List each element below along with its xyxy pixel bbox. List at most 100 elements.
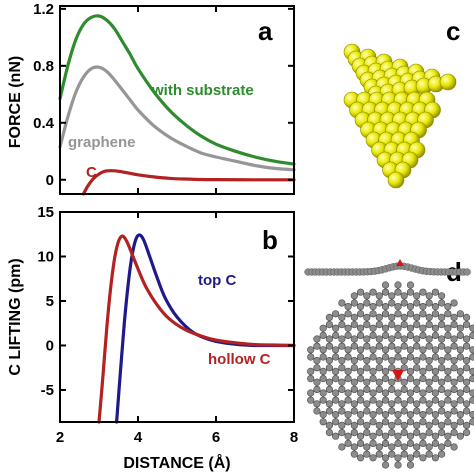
lattice-atom: [363, 292, 371, 300]
lattice-atom: [456, 418, 464, 426]
lattice-atom: [375, 400, 383, 408]
lattice-atom: [406, 331, 415, 340]
lattice-atom: [338, 299, 346, 307]
lattice-atom: [375, 443, 383, 451]
lattice-atom: [438, 364, 446, 372]
lattice-atom: [356, 432, 365, 440]
lattice-atom: [350, 421, 358, 430]
lattice-atom: [394, 346, 402, 354]
lattice-atom: [394, 281, 402, 289]
lattice-atom: [332, 418, 340, 426]
lattice-atom: [350, 292, 358, 300]
lattice-atom: [356, 418, 365, 426]
lattice-atom: [444, 310, 452, 318]
lattice-atom: [469, 389, 474, 397]
lattice-atom: [419, 418, 427, 426]
lattice-atom: [425, 450, 433, 458]
lattice-atom: [338, 357, 346, 365]
lattice-atom: [450, 342, 458, 350]
lattice-atom: [363, 443, 371, 451]
lattice-atom: [325, 335, 334, 343]
lattice-atom: [444, 439, 452, 448]
lattice-atom: [394, 310, 402, 318]
lattice-atom: [419, 411, 427, 419]
lattice-atom: [438, 450, 446, 458]
lattice-atom: [431, 303, 440, 311]
lattice-atom: [369, 367, 377, 376]
lattice-atom: [419, 389, 427, 397]
lattice-atom: [444, 418, 452, 426]
lattice-atom: [375, 429, 383, 437]
lattice-atom: [375, 335, 383, 343]
lattice-atom: [363, 357, 371, 365]
lattice-atom: [425, 342, 433, 350]
lattice-atom: [413, 378, 421, 386]
lattice-atom: [369, 411, 377, 419]
lattice-atom: [363, 385, 371, 394]
lattice-atom: [325, 342, 334, 350]
lattice-atom: [363, 378, 371, 386]
lattice-atom: [344, 346, 352, 354]
lattice-atom: [356, 346, 365, 354]
lattice-atom: [425, 429, 433, 437]
lattice-atom: [462, 429, 471, 437]
lattice-atom: [419, 288, 427, 296]
lattice-atom: [332, 389, 340, 397]
lattice-atom: [375, 313, 383, 322]
lattice-atom: [450, 385, 458, 394]
lattice-atom: [406, 367, 415, 376]
lattice-atom: [350, 407, 358, 415]
lattice-atom: [344, 432, 352, 440]
lattice-atom: [356, 288, 365, 296]
lattice-atom: [319, 411, 327, 419]
lattice-atom: [369, 346, 377, 354]
lattice-atom: [356, 396, 365, 404]
lattice-atom: [356, 324, 365, 332]
panel-a: 0 0.4 0.8 1.2 FORCE (nN) a with substrate g…: [7, 1, 296, 196]
label-top-c: top C: [198, 272, 236, 289]
lattice-atom: [375, 378, 383, 386]
lattice-atom: [419, 324, 427, 332]
lattice-atom: [438, 421, 446, 430]
lattice-atom: [469, 324, 474, 332]
lattice-atom: [425, 421, 433, 430]
lattice-atom: [319, 396, 327, 404]
panel-b-y-tick-label: 15: [37, 204, 54, 221]
lattice-atom: [431, 346, 440, 354]
lattice-atom: [344, 303, 352, 311]
lattice-atom: [344, 396, 352, 404]
panel-b-x-tick-label: 2: [56, 429, 64, 446]
lattice-atom: [381, 331, 390, 340]
lattice-atom: [350, 335, 358, 343]
panel-a-series-line-0: [58, 14, 296, 166]
graphene-top-view: [307, 281, 474, 469]
lattice-atom: [388, 400, 396, 408]
lattice-atom: [338, 342, 346, 350]
lattice-atom: [469, 353, 474, 361]
lattice-atom: [350, 299, 358, 307]
lattice-atom: [419, 396, 427, 404]
lattice-atom: [369, 396, 377, 404]
lattice-atom: [338, 400, 346, 408]
lattice-atom: [444, 389, 452, 397]
lattice-atom: [394, 432, 402, 440]
lattice-atom: [456, 396, 464, 404]
lattice-atom: [394, 353, 402, 361]
panel-a-series-line-1: [58, 65, 296, 172]
lattice-atom: [313, 364, 321, 372]
lattice-atom: [313, 342, 321, 350]
lattice-atom: [444, 411, 452, 419]
lattice-atom: [319, 375, 327, 383]
lattice-atom: [394, 439, 402, 448]
lattice-atom: [462, 400, 471, 408]
lattice-atom: [406, 396, 415, 404]
lattice-atom: [375, 299, 383, 307]
lattice-atom: [425, 400, 433, 408]
lattice-atom: [344, 367, 352, 376]
lattice-atom: [431, 367, 440, 376]
lattice-atom: [406, 281, 415, 289]
lattice-atom: [350, 385, 358, 394]
lattice-atom: [469, 375, 474, 383]
lattice-atom: [332, 396, 340, 404]
